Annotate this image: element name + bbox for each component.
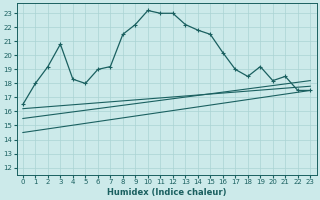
X-axis label: Humidex (Indice chaleur): Humidex (Indice chaleur)	[107, 188, 226, 197]
